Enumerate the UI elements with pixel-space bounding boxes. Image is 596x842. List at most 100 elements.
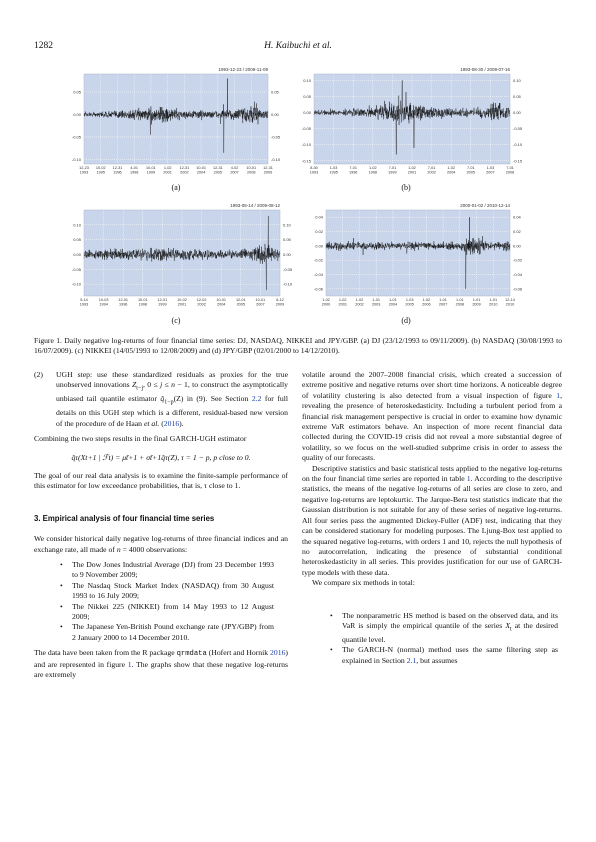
y-tick-label: 0.10 (303, 78, 312, 83)
y-tick-label: -0.05 (283, 267, 293, 272)
y-tick-label: 0.05 (513, 94, 522, 99)
p2-text-a: Descriptive statistics and basic statist… (302, 463, 562, 484)
x-tick-label: 10-01 1999 (146, 166, 156, 175)
y-tick-label: -0.10 (72, 157, 82, 162)
table-1-link[interactable]: 1 (466, 474, 471, 484)
y-tick-label: 0.00 (73, 252, 82, 257)
running-head-authors: H. Kaibuchi et al. (264, 41, 332, 51)
qrmdata-package: qrmdata (176, 650, 207, 659)
y-tick-label: 0.10 (283, 222, 292, 227)
y-tick-label: 0.00 (303, 110, 312, 115)
y-tick-label: 0.00 (513, 243, 522, 248)
x-tick-label: 1-02 2000 (322, 298, 330, 307)
chart-panel-d: 2000-01-02 / 2010-12-14 0.04 0.04 0.02 0.02 0… (304, 198, 532, 314)
x-tick-label: 7-01 2002 (427, 166, 435, 175)
x-tick-label: 10-01 1998 (138, 298, 148, 307)
y-tick-label: -0.05 (72, 135, 82, 140)
x-tick-label: 7-01 2008 (506, 166, 514, 175)
x-tick-label: 12-02 2002 (197, 298, 207, 307)
chart-d: 2000-01-02 / 2010-12-14 0.04 0.04 0.02 0.02 0… (314, 203, 523, 307)
x-tick-label: 10-03 1994 (99, 298, 109, 307)
chart-panel-a: 1993-12-23 / 2009-11-09 0.05 0.05 0.00 0.00 -… (62, 62, 290, 182)
methods-list: The nonparametric HS method is based on … (302, 611, 562, 667)
y-tick-label: 0.02 (513, 229, 522, 234)
p1-text-b: , revealing the presence of heteroskedas… (302, 390, 562, 463)
hofert-2016-link[interactable]: 2016 (270, 648, 286, 658)
chart-a: 1993-12-23 / 2009-11-09 0.05 0.05 0.00 0.00 -… (72, 67, 281, 175)
ugh-step-text: UGH step: use these standardized residua… (56, 370, 288, 390)
panel-label-d: (d) (401, 316, 411, 325)
goal-paragraph: The goal of our real data analysis is to… (34, 470, 288, 491)
section-2-1-link[interactable]: 2.1 (406, 655, 417, 665)
data-text-d: . The graphs show that these negative lo… (34, 659, 288, 679)
x-tick-label: 1-02 2004 (447, 166, 455, 175)
ugh-step-number: (2) (34, 370, 43, 379)
chart-b: 1993-08-30 / 2009-07-16 0.10 0.10 0.05 0.05 0… (302, 67, 523, 175)
right-column: volatile around the 2007–2008 financial … (302, 370, 562, 666)
ugh-text-i: for full details on this UGH step which … (56, 394, 288, 428)
x-tick-label: 12-31 2005 (213, 166, 223, 175)
x-tick-label: 1-01 2004 (389, 298, 397, 307)
x-tick-label: 10-01 2004 (216, 298, 226, 307)
x-tick-label: 12-01 1999 (158, 298, 168, 307)
ugh-etal: et al. (143, 418, 160, 428)
section-2-2-link[interactable]: 2.2 (251, 394, 262, 404)
p1-text-a: volatile around the 2007–2008 financial … (302, 370, 562, 400)
ugh-z-subscript: t−j (136, 385, 144, 392)
y-tick-label: -0.10 (302, 142, 312, 147)
plot-background (84, 74, 268, 164)
combining-paragraph: Combining the two steps results in the f… (34, 434, 247, 444)
panel-label-b: (b) (401, 183, 411, 192)
y-tick-label: -0.04 (513, 272, 523, 277)
chart-panel-c: 1993-05-14 / 2009-08-12 0.10 0.10 0.05 0.05 0… (62, 198, 302, 314)
figure-1-link[interactable]: 1 (127, 659, 132, 669)
figure-caption: Figure 1. Daily negative log-returns of … (34, 336, 562, 355)
hs-text-a: The nonparametric HS method is based on … (342, 610, 558, 630)
panel-label-c: (c) (171, 316, 181, 325)
list-item: The Nasdaq Stock Market Index (NASDAQ) f… (60, 581, 274, 602)
x-tick-label: 1-01 2003 (372, 298, 380, 307)
y-tick-label: -0.10 (271, 157, 281, 162)
y-tick-label: 0.05 (73, 237, 82, 242)
y-tick-label: -0.05 (302, 126, 312, 131)
series-line (83, 78, 269, 153)
y-tick-label: 0.05 (283, 237, 292, 242)
ugh-n: n (171, 380, 175, 390)
x-tick-label: 8-30 1993 (310, 166, 318, 175)
data-source-paragraph: The data have been taken from the R pack… (34, 648, 288, 680)
data-text-a: The data have been taken from the R pack… (34, 648, 177, 658)
garchn-text-a: The GARCH-N (normal) method uses the sam… (342, 645, 558, 665)
hs-x: X (505, 620, 511, 630)
ugh-text-l: ). (179, 418, 184, 428)
section-3-heading: 3. Empirical analysis of four financial … (34, 513, 215, 523)
ugh-z-symbol: Z (132, 380, 137, 390)
figure-1-link-right[interactable]: 1 (556, 390, 561, 400)
y-tick-label: -0.10 (72, 282, 82, 287)
chart-title: 1993-12-23 / 2009-11-09 (219, 67, 269, 72)
x-tick-label: 10-01 2008 (246, 166, 256, 175)
list-item: The GARCH-N (normal) method uses the sam… (330, 645, 558, 666)
series-line (83, 215, 281, 291)
x-tick-label: 10-01 2004 (196, 166, 206, 175)
chart-title: 1993-05-14 / 2009-08-12 (230, 203, 280, 208)
y-tick-label: 0.00 (271, 112, 280, 117)
x-tick-label: 1-03 2007 (486, 166, 494, 175)
x-tick-label: 1-01 2007 (439, 298, 447, 307)
consider-text-a: We consider historical daily negative lo… (34, 534, 288, 554)
garch-ugh-equation: q̂τ(Xt+1 | ℱt) = μ̂t+1 + σ̂t+1q̂τ(Z), τ … (71, 452, 251, 462)
y-tick-label: -0.06 (314, 286, 324, 291)
x-tick-label: 7-01 2005 (467, 166, 475, 175)
ugh-step-item: (2) UGH step: use these standardized res… (34, 370, 288, 429)
x-tick-label: 1-01 2008 (456, 298, 464, 307)
y-tick-label: -0.05 (513, 126, 523, 131)
x-tick-label: 10-02 2001 (177, 298, 187, 307)
y-tick-label: 0.10 (513, 78, 522, 83)
x-tick-label: 1-02 1998 (369, 166, 377, 175)
page-number: 1282 (34, 41, 53, 51)
x-tick-label: 10-01 2007 (256, 298, 266, 307)
data-text-c: ) and are represented in figure (34, 648, 288, 669)
dehaan-2016-link[interactable]: 2016 (163, 418, 180, 428)
chart-title: 2000-01-02 / 2010-12-14 (460, 203, 510, 208)
x-tick-label: 12-01 1996 (118, 298, 128, 307)
x-tick-label: 1-02 2001 (408, 166, 416, 175)
